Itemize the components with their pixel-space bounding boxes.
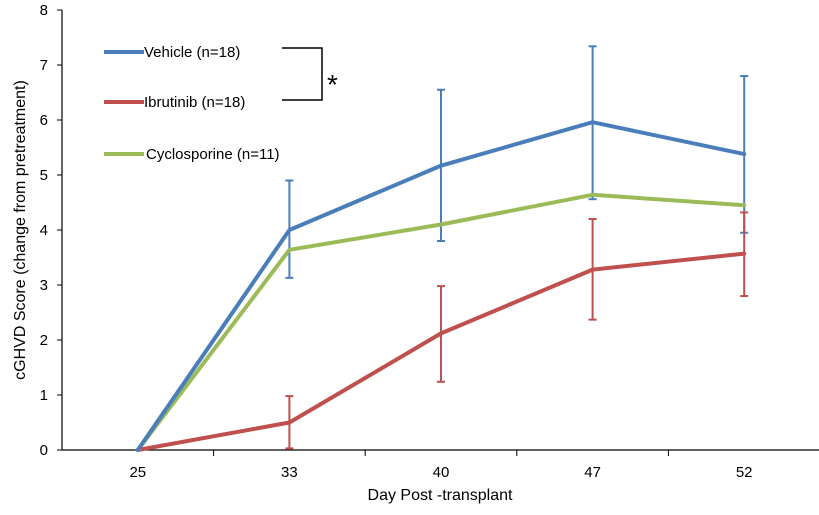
error-bars [285, 45, 749, 450]
y-tick-label: 6 [40, 112, 48, 129]
x-axis-title: Day Post -transplant [368, 487, 514, 504]
y-tick-label: 8 [40, 2, 48, 19]
x-tick-label: 52 [736, 464, 753, 481]
y-tick-label: 7 [40, 57, 48, 74]
axes: 0 1 2 3 4 5 6 7 8 25 33 40 47 52 [40, 2, 819, 481]
series-line [135, 192, 747, 452]
legend: Vehicle (n=18) Ibrutinib (n=18) Cyclospori… [104, 44, 338, 163]
x-tick-label: 40 [433, 464, 450, 481]
x-tick-label: 47 [584, 464, 601, 481]
series-line [135, 120, 747, 452]
legend-label: Cyclosporine (n=11) [146, 146, 280, 163]
legend-label: Vehicle (n=18) [144, 44, 240, 61]
significance-bracket [282, 47, 323, 101]
series-line [135, 251, 747, 452]
y-tick-label: 0 [40, 442, 48, 459]
legend-label: Ibrutinib (n=18) [144, 94, 245, 111]
series-lines [135, 120, 747, 452]
x-tick-label: 33 [281, 464, 298, 481]
y-tick-label: 3 [40, 277, 48, 294]
y-tick-label: 1 [40, 387, 48, 404]
y-tick-label: 5 [40, 167, 48, 184]
y-axis-title: cGHVD Score (change from pretreatment) [12, 80, 29, 380]
significance-marker: * [327, 69, 338, 100]
y-tick-label: 4 [40, 222, 48, 239]
y-tick-label: 2 [40, 332, 48, 349]
x-tick-label: 25 [129, 464, 146, 481]
